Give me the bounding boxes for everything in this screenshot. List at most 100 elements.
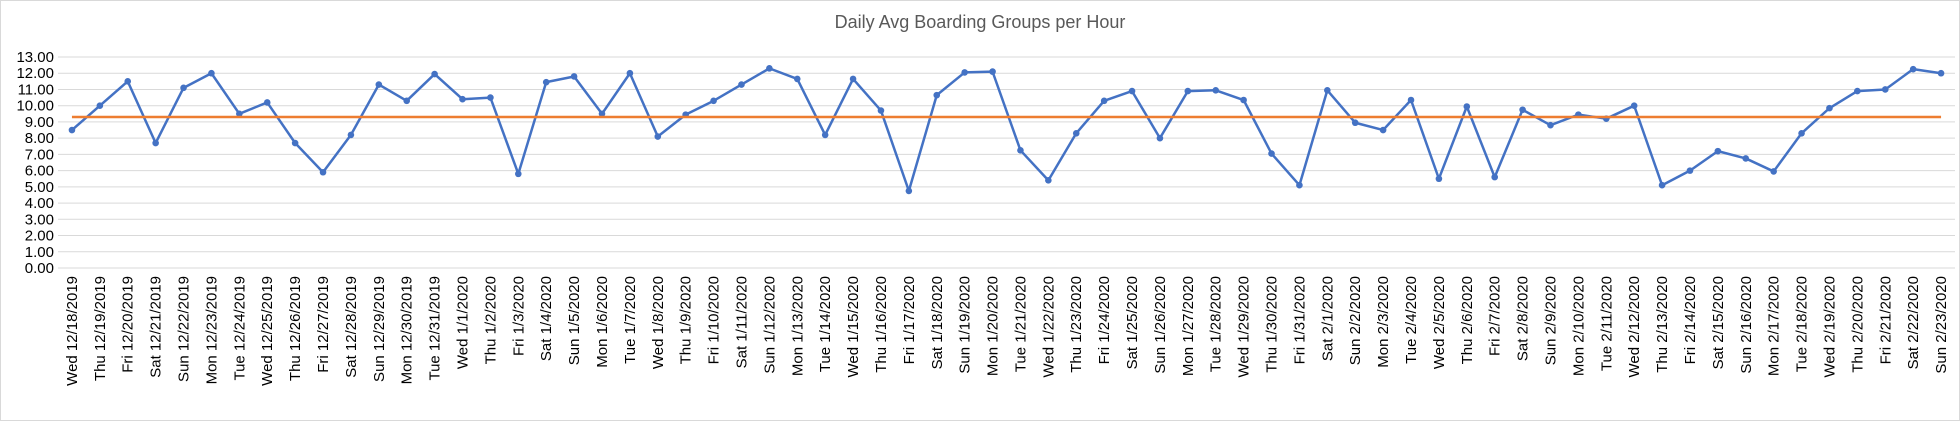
x-tick-label: Fri 12/27/2019 xyxy=(315,276,332,373)
x-tick-label: Fri 2/7/2020 xyxy=(1487,276,1504,356)
x-tick-label: Sat 1/18/2020 xyxy=(929,276,946,369)
x-tick-label: Wed 12/25/2019 xyxy=(259,276,276,386)
data-point xyxy=(1742,155,1750,162)
x-tick-label: Thu 1/9/2020 xyxy=(678,276,695,364)
y-tick-label: 8.00 xyxy=(25,130,54,147)
x-tick-label: Wed 1/29/2020 xyxy=(1236,276,1253,377)
x-tick-label: Tue 1/21/2020 xyxy=(1012,276,1029,372)
y-tick-label: 0.00 xyxy=(25,260,54,277)
data-point xyxy=(1519,106,1526,114)
data-point xyxy=(1937,69,1945,77)
data-point xyxy=(905,187,913,195)
x-tick-label: Mon 2/3/2020 xyxy=(1375,276,1392,368)
x-tick-label: Thu 1/16/2020 xyxy=(873,276,890,373)
data-point xyxy=(487,94,494,101)
x-tick-label: Sat 2/8/2020 xyxy=(1515,276,1532,361)
x-axis-tick-labels: Wed 12/18/2019 Thu 12/19/2019 Fri 12/20/20… xyxy=(64,276,1950,386)
data-point xyxy=(1686,167,1694,174)
gridlines xyxy=(58,56,1955,269)
data-point xyxy=(849,75,857,83)
x-tick-label: Thu 2/13/2020 xyxy=(1654,276,1671,373)
data-point xyxy=(1435,175,1443,183)
x-tick-label: Fri 1/10/2020 xyxy=(706,276,723,364)
x-tick-label: Sun 2/9/2020 xyxy=(1542,276,1559,365)
data-point xyxy=(1881,86,1889,93)
x-tick-label: Thu 12/26/2019 xyxy=(287,276,304,381)
x-tick-label: Thu 2/20/2020 xyxy=(1849,276,1866,373)
x-tick-label: Sun 2/2/2020 xyxy=(1347,276,1364,365)
data-point xyxy=(96,102,104,109)
x-tick-label: Sun 1/12/2020 xyxy=(761,276,778,374)
data-point xyxy=(152,139,159,147)
x-tick-label: Wed 1/8/2020 xyxy=(650,276,667,369)
data-point xyxy=(403,97,411,105)
data-point xyxy=(1268,150,1275,157)
x-tick-label: Fri 1/31/2020 xyxy=(1291,276,1308,364)
x-tick-label: Wed 1/15/2020 xyxy=(845,276,862,377)
x-tick-label: Sun 1/19/2020 xyxy=(957,276,974,374)
y-tick-label: 5.00 xyxy=(25,179,54,196)
x-tick-label: Sat 12/28/2019 xyxy=(343,276,360,378)
x-tick-label: Thu 1/30/2020 xyxy=(1264,276,1281,373)
x-tick-label: Fri 2/21/2020 xyxy=(1877,276,1894,364)
x-tick-label: Thu 1/2/2020 xyxy=(482,276,499,364)
data-point xyxy=(291,139,299,147)
data-point xyxy=(1798,129,1805,137)
data-point xyxy=(1854,87,1861,95)
data-point xyxy=(1463,103,1471,110)
x-tick-label: Sat 2/22/2020 xyxy=(1905,276,1922,369)
x-tick-label: Sat 2/1/2020 xyxy=(1319,276,1336,361)
x-tick-label: Wed 1/22/2020 xyxy=(1040,276,1057,377)
y-axis-tick-labels: 0.001.002.003.004.005.006.007.008.009.00… xyxy=(16,49,54,277)
x-tick-label: Wed 1/1/2020 xyxy=(455,276,472,369)
data-point xyxy=(654,133,662,140)
x-tick-label: Wed 2/5/2020 xyxy=(1431,276,1448,369)
data-point xyxy=(1407,96,1415,104)
data-point xyxy=(1379,126,1387,134)
y-tick-label: 7.00 xyxy=(25,146,54,163)
x-tick-label: Tue 12/24/2019 xyxy=(231,276,248,381)
data-point xyxy=(1630,102,1638,109)
data-point xyxy=(933,91,941,99)
data-point xyxy=(821,131,829,139)
data-point xyxy=(1491,173,1498,181)
x-tick-label: Mon 12/30/2019 xyxy=(399,276,416,384)
x-tick-label: Mon 1/27/2020 xyxy=(1180,276,1197,376)
data-point xyxy=(1240,96,1247,104)
data-point xyxy=(1324,86,1331,94)
data-point xyxy=(989,68,996,75)
data-point xyxy=(319,168,327,176)
x-tick-label: Fri 1/17/2020 xyxy=(901,276,918,364)
y-tick-label: 3.00 xyxy=(25,211,54,228)
y-tick-label: 4.00 xyxy=(25,195,54,212)
x-tick-label: Tue 1/28/2020 xyxy=(1208,276,1225,372)
x-tick-label: Mon 1/20/2020 xyxy=(985,276,1002,376)
data-point xyxy=(766,65,773,72)
data-point xyxy=(459,95,466,103)
data-point xyxy=(1714,147,1722,155)
data-point xyxy=(793,75,801,83)
x-tick-label: Thu 1/23/2020 xyxy=(1068,276,1085,373)
x-tick-label: Wed 2/12/2020 xyxy=(1626,276,1643,377)
data-point xyxy=(598,110,606,118)
data-point xyxy=(542,78,550,86)
x-tick-label: Tue 2/4/2020 xyxy=(1403,276,1420,364)
data-point xyxy=(1156,134,1164,142)
x-tick-label: Tue 2/11/2020 xyxy=(1598,276,1615,371)
data-point xyxy=(1212,86,1220,94)
x-tick-label: Mon 2/17/2020 xyxy=(1766,276,1783,376)
data-point xyxy=(961,69,968,76)
data-point xyxy=(68,126,76,134)
x-tick-label: Sat 1/11/2020 xyxy=(733,276,750,368)
x-tick-label: Tue 1/7/2020 xyxy=(622,276,639,364)
x-tick-label: Tue 12/31/2019 xyxy=(427,276,444,381)
x-tick-label: Mon 12/23/2019 xyxy=(203,276,220,384)
data-point xyxy=(1351,119,1359,127)
y-tick-label: 11.00 xyxy=(18,81,54,98)
data-point xyxy=(1072,129,1080,137)
data-point xyxy=(515,170,522,178)
x-tick-label: Sun 2/23/2020 xyxy=(1933,276,1950,374)
x-tick-label: Fri 1/3/2020 xyxy=(510,276,527,356)
